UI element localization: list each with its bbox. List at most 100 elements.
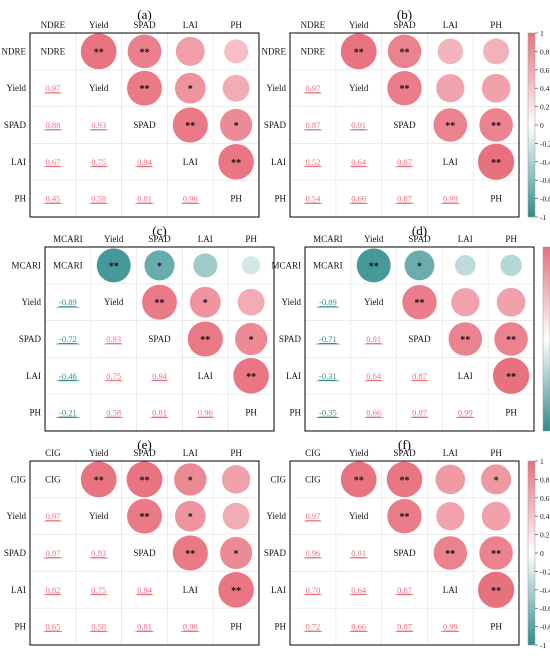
panel-label: (b)	[397, 7, 412, 22]
correlation-circle	[437, 38, 464, 65]
significance-mark: **	[491, 549, 501, 560]
correlation-value: 0.87	[412, 408, 427, 418]
correlation-value: 0.91	[366, 334, 381, 344]
correlation-value: 0.81	[137, 194, 152, 204]
correlation-circle	[435, 73, 465, 103]
heatmap-panel-e: (e) CIG Yield SPAD LAI PH CIG Yield SPAD LAI PH CIG…	[4, 437, 260, 646]
diagonal-label: MCARI	[313, 260, 343, 270]
column-label: CIG	[305, 448, 321, 458]
correlation-circle	[448, 321, 483, 357]
panel-border	[289, 32, 520, 218]
correlation-circle	[481, 73, 511, 104]
column-label: NDRE	[41, 20, 66, 30]
column-label: MCARI	[53, 234, 83, 244]
correlation-circle	[435, 464, 466, 495]
correlation-circle	[126, 70, 163, 107]
correlation-value: 0.87	[397, 157, 412, 167]
colorbar-tick-label: -0.8	[540, 623, 550, 632]
correlation-value: 0.52	[305, 157, 320, 167]
significance-mark: **	[231, 158, 241, 169]
correlation-circle	[192, 252, 218, 278]
correlation-value: 0.82	[45, 585, 60, 595]
correlation-value: 0.64	[351, 157, 367, 167]
column-label: Yield	[349, 20, 369, 30]
significance-mark: **	[155, 298, 165, 309]
correlation-circle	[477, 143, 515, 181]
significance-mark: **	[246, 372, 256, 383]
correlation-value: 0.99	[458, 408, 473, 418]
correlation-value: -0.46	[59, 371, 77, 381]
correlation-circle	[175, 36, 206, 67]
significance-mark: **	[185, 121, 195, 132]
correlation-value: 0.58	[106, 408, 121, 418]
panel-label: (f)	[398, 437, 411, 452]
correlation-value: 0.75	[91, 157, 106, 167]
correlation-value: -0.72	[59, 334, 77, 344]
heatmap-panel-f: (f) CIG Yield SPAD LAI PH CIG Yield SPAD LAI PH CIG…	[264, 437, 550, 650]
correlation-value: 0.97	[45, 83, 60, 93]
column-label: LAI	[443, 20, 458, 30]
heatmap-panel-a: (a) NDRE Yield SPAD LAI PH NDRE Yield SPAD LAI PH N…	[2, 7, 260, 218]
colorbar-tick-label: -1	[540, 213, 546, 222]
diagonal-label: LAI	[443, 157, 458, 167]
row-label: PH	[29, 408, 41, 418]
correlation-circle	[222, 502, 251, 531]
correlation-value: 0.96	[198, 408, 213, 418]
correlation-value: 0.93	[91, 120, 106, 130]
diagonal-label: PH	[230, 622, 242, 632]
correlation-value: 0.70	[305, 585, 320, 595]
colorbar-tick-label: -0.4	[540, 158, 550, 167]
row-label: PH	[289, 408, 301, 418]
correlation-value: 0.94	[137, 585, 153, 595]
significance-mark: **	[369, 261, 379, 272]
significance-mark: *	[417, 261, 422, 272]
correlation-value: 0.94	[137, 157, 153, 167]
row-label: Yield	[7, 83, 27, 93]
significance-mark: *	[188, 512, 193, 523]
correlation-value: 0.87	[397, 622, 412, 632]
correlation-circle	[433, 107, 468, 143]
significance-mark: **	[354, 475, 364, 486]
row-label: Yield	[267, 83, 287, 93]
panel-border	[44, 246, 275, 432]
colorbar-tick-label: -0.2	[540, 567, 550, 576]
column-label: Yield	[104, 234, 124, 244]
correlation-circle	[173, 462, 207, 497]
diagonal-label: SPAD	[408, 334, 431, 344]
panel-border	[304, 246, 535, 432]
correlation-value: 0.97	[45, 511, 60, 521]
significance-mark: **	[140, 47, 150, 58]
panel-label: (d)	[412, 223, 427, 238]
correlation-circle	[126, 498, 163, 535]
row-label: CIG	[11, 474, 27, 484]
colorbar-tick-label: 1	[540, 457, 544, 466]
diagonal-label: SPAD	[133, 548, 156, 558]
colorbar-tick-label: 0.8	[540, 47, 550, 56]
correlation-value: 0.87	[397, 194, 412, 204]
correlation-value: 0.87	[397, 585, 412, 595]
correlation-value: 0.97	[305, 83, 320, 93]
row-label: NDRE	[2, 46, 27, 56]
significance-mark: **	[445, 121, 455, 132]
row-label: Yield	[22, 297, 42, 307]
correlation-circle	[221, 464, 251, 495]
significance-mark: **	[400, 475, 410, 486]
correlation-value: 0.66	[351, 194, 366, 204]
diagonal-label: SPAD	[393, 120, 416, 130]
row-label: LAI	[11, 157, 26, 167]
column-label: PH	[245, 234, 257, 244]
correlation-value: 0.87	[305, 120, 320, 130]
correlation-circle	[386, 70, 423, 106]
correlation-value: -0.31	[319, 371, 337, 381]
diagonal-label: LAI	[443, 585, 458, 595]
diagonal-label: LAI	[183, 157, 198, 167]
column-label: SPAD	[393, 20, 416, 30]
diagonal-label: CIG	[305, 474, 321, 484]
diagonal-label: Yield	[89, 83, 109, 93]
correlation-value: 0.67	[45, 157, 60, 167]
correlation-circle	[481, 501, 511, 532]
diagonal-label: CIG	[45, 474, 61, 484]
significance-mark: *	[494, 475, 499, 486]
column-label: SPAD	[408, 234, 431, 244]
colorbar-tick-label: -0.8	[540, 195, 550, 204]
